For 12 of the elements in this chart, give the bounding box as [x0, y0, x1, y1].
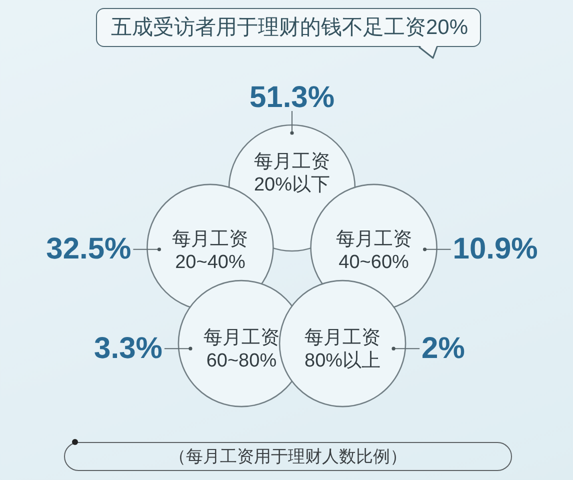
data-label: 3.3% [94, 332, 162, 365]
data-label: 51.3% [249, 81, 335, 114]
category-label: 每月工资 40~60% [336, 229, 412, 274]
data-label: 32.5% [46, 232, 132, 266]
category-label: 每月工资 80%以上 [304, 327, 381, 372]
text: （每月工资用于理财人数比例） [169, 447, 407, 467]
category-label: 每月工资 20~40% [172, 229, 248, 274]
data-label: 2% [422, 332, 465, 365]
data-label: 10.9% [452, 232, 538, 266]
category-label: 每月工资 20%以下 [254, 152, 330, 196]
category-label: 每月工资 60~80% [203, 327, 280, 372]
text: 五成受访者用于理财的钱不足工资20% [110, 16, 468, 40]
